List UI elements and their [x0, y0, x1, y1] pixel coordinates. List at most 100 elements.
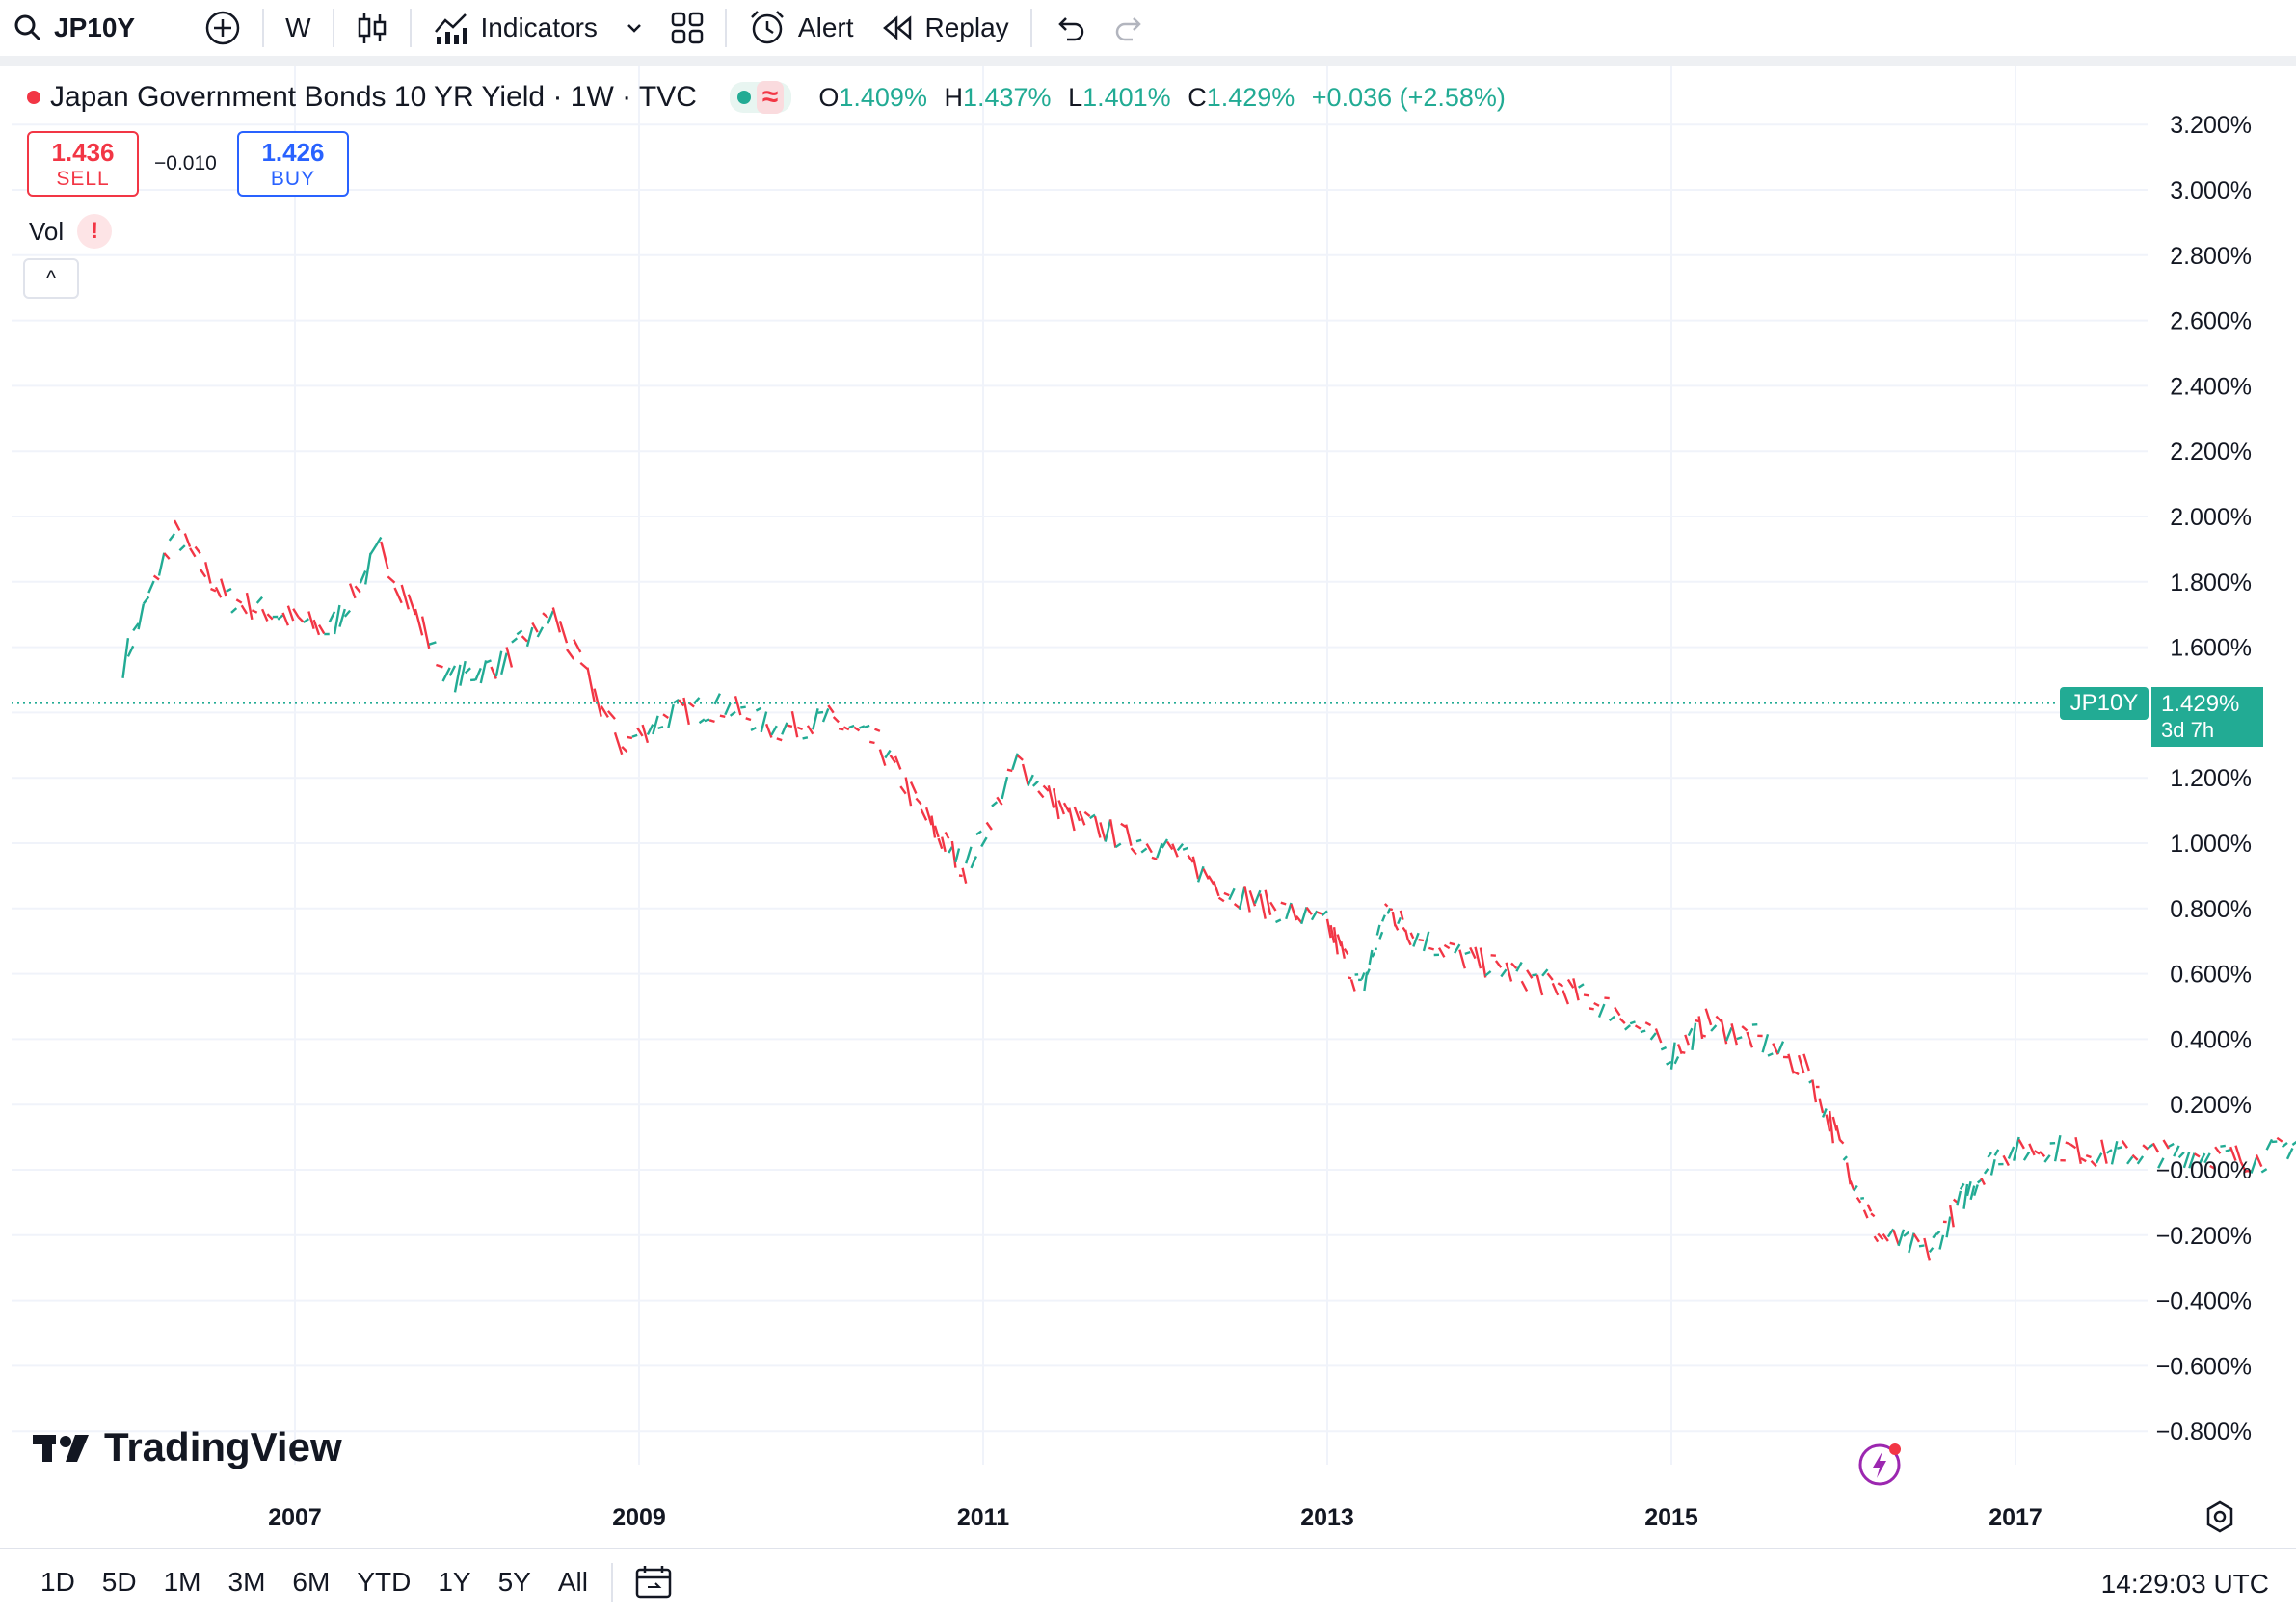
- series-segment: [1610, 1017, 1615, 1020]
- series-segment: [522, 636, 527, 642]
- series-segment: [350, 584, 355, 598]
- series-segment: [2261, 1169, 2266, 1172]
- series-segment: [395, 588, 402, 603]
- sell-button[interactable]: 1.436 SELL: [27, 131, 139, 197]
- series-segment: [1820, 1099, 1824, 1113]
- series-segment: [1868, 1205, 1872, 1211]
- series-segment: [720, 716, 725, 717]
- gear-icon[interactable]: [2203, 1499, 2237, 1534]
- series-segment: [834, 717, 839, 722]
- series-segment: [1379, 932, 1382, 939]
- series-segment: [422, 617, 429, 649]
- series-segment: [1411, 933, 1414, 939]
- range-all[interactable]: All: [545, 1567, 601, 1598]
- series-segment: [1470, 947, 1475, 958]
- x-axis: 2007200920112013201520172019202120232025…: [268, 1504, 2296, 1531]
- series-segment: [1345, 949, 1348, 955]
- series-segment: [543, 613, 547, 618]
- series-segment: [2019, 1140, 2024, 1149]
- series-segment: [921, 809, 926, 820]
- series-segment: [818, 712, 823, 713]
- series-segment: [376, 538, 381, 546]
- series-segment: [1542, 969, 1547, 976]
- series-title[interactable]: Japan Government Bonds 10 YR Yield · 1W …: [50, 81, 697, 114]
- volume-legend[interactable]: Vol !: [29, 214, 112, 249]
- series-segment: [1961, 1183, 1964, 1189]
- series-segment: [334, 605, 339, 634]
- tradingview-logo[interactable]: TradingView: [33, 1424, 342, 1470]
- series-segment: [1636, 1025, 1641, 1028]
- series-segment: [2066, 1143, 2070, 1145]
- series-segment: [436, 665, 442, 667]
- y-axis: 3.200%3.000%2.800%2.600%2.400%2.200%2.00…: [2156, 112, 2252, 1445]
- series-segment: [860, 726, 865, 728]
- utc-clock[interactable]: 14:29:03 UTC: [2101, 1569, 2269, 1600]
- series-segment: [1844, 1156, 1848, 1160]
- buy-button[interactable]: 1.426 BUY: [237, 131, 349, 197]
- date-range-button[interactable]: [621, 1554, 686, 1610]
- series-segment: [2092, 1161, 2096, 1167]
- y-tick-label: 2.200%: [2170, 438, 2252, 465]
- series-segment: [1864, 1210, 1868, 1218]
- series-segment: [139, 604, 144, 630]
- series-segment: [2117, 1147, 2122, 1148]
- series-segment: [955, 849, 959, 862]
- series-segment: [952, 841, 956, 868]
- collapse-legend-button[interactable]: ^: [23, 258, 79, 299]
- series-segment: [911, 782, 916, 794]
- series-segment: [278, 615, 282, 619]
- series-segment: [761, 712, 766, 732]
- series-segment: [1812, 1080, 1816, 1103]
- range-1d[interactable]: 1D: [27, 1567, 89, 1598]
- series-segment: [2112, 1141, 2117, 1164]
- range-6m[interactable]: 6M: [279, 1567, 343, 1598]
- series-segment: [450, 666, 455, 675]
- series-segment: [1012, 754, 1017, 770]
- series-segment: [771, 726, 776, 735]
- series-segment: [2283, 1143, 2287, 1147]
- range-3m[interactable]: 3M: [215, 1567, 280, 1598]
- y-tick-label: −0.000%: [2156, 1157, 2252, 1184]
- range-5y[interactable]: 5Y: [485, 1567, 545, 1598]
- series-segment: [777, 738, 782, 740]
- series-segment: [1393, 912, 1396, 926]
- series-segment: [547, 611, 552, 623]
- series-segment: [823, 708, 828, 722]
- series-segment: [746, 718, 751, 720]
- warning-icon[interactable]: !: [77, 214, 112, 249]
- range-1y[interactable]: 1Y: [424, 1567, 484, 1598]
- series-segment: [1803, 1054, 1808, 1071]
- series-segment: [615, 732, 622, 755]
- series-segment: [574, 640, 580, 652]
- series-segment: [1132, 848, 1136, 855]
- series-segment: [299, 617, 304, 622]
- series-segment: [1682, 1052, 1686, 1053]
- range-5d[interactable]: 5D: [89, 1567, 150, 1598]
- series-segment: [1023, 764, 1028, 784]
- series-segment: [2143, 1145, 2148, 1150]
- series-segment: [257, 597, 262, 603]
- symbol-price-tag: JP10Y: [2060, 687, 2149, 720]
- calendar-icon: [634, 1564, 673, 1601]
- series-segment: [1954, 1200, 1958, 1203]
- series-segment: [875, 729, 880, 731]
- sell-price: 1.436: [51, 138, 114, 168]
- range-1m[interactable]: 1M: [150, 1567, 215, 1598]
- series-segment: [1396, 925, 1399, 931]
- data-status-badge[interactable]: ≈: [730, 82, 791, 113]
- lightning-icon[interactable]: [1856, 1440, 1905, 1488]
- series-segment: [1579, 984, 1584, 988]
- series-segment: [1157, 843, 1161, 858]
- series-segment: [1260, 894, 1265, 919]
- series-segment: [1084, 812, 1089, 816]
- series-segment: [365, 553, 370, 584]
- series-segment: [1851, 1181, 1855, 1191]
- range-ytd[interactable]: YTD: [343, 1567, 424, 1598]
- series-segment: [2215, 1147, 2220, 1153]
- series-segment: [1732, 1023, 1737, 1045]
- series-segment: [869, 742, 874, 743]
- series-segment: [190, 548, 195, 557]
- series-segment: [475, 668, 480, 680]
